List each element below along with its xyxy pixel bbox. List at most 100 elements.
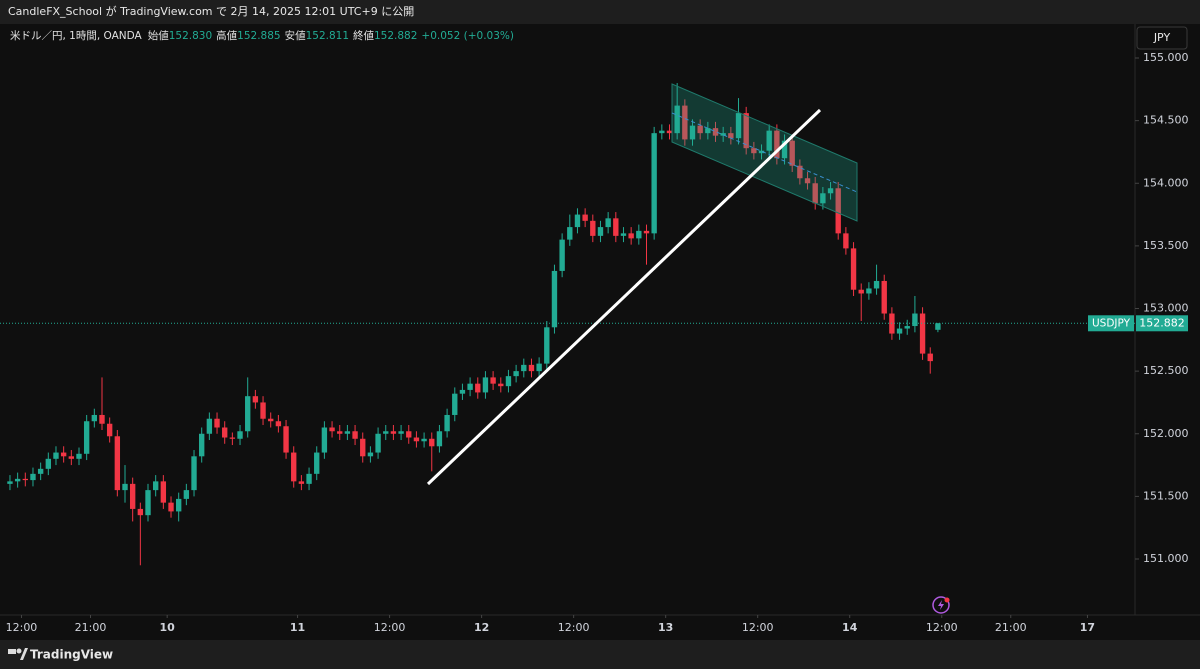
candle-body — [528, 364, 535, 372]
candle-body — [659, 130, 665, 134]
candle-body — [229, 437, 236, 439]
legend-symbol: 米ドル／円, 1時間, OANDA — [10, 29, 143, 42]
candle-body — [275, 421, 282, 427]
candle-body — [728, 133, 734, 139]
candle-body — [896, 328, 903, 334]
candle-body — [582, 214, 588, 221]
candle-body — [7, 481, 13, 484]
tv-logo — [8, 648, 28, 660]
candle-body — [919, 313, 926, 354]
candle-body — [475, 383, 481, 393]
candle-body — [452, 393, 458, 415]
candle-body — [60, 452, 67, 457]
candle-body — [597, 227, 604, 236]
candle-body — [291, 452, 297, 482]
candle-body — [129, 483, 136, 509]
candle-body — [682, 105, 688, 140]
candle-body — [751, 148, 757, 154]
candle-body — [53, 452, 59, 459]
candle-body — [245, 396, 251, 432]
candle-body — [436, 431, 443, 447]
candle-body — [873, 280, 880, 289]
candle-body — [789, 140, 795, 166]
candle-body — [536, 363, 542, 372]
candle-body — [329, 427, 335, 432]
candle-body — [904, 326, 910, 329]
candle-body — [643, 230, 650, 234]
trendline[interactable] — [426, 108, 822, 486]
candle-body — [482, 377, 489, 393]
candle-body — [797, 165, 803, 179]
x-tick-label: 10 — [160, 621, 176, 634]
candle-body — [927, 353, 933, 362]
x-tick-label: 12:00 — [6, 621, 38, 634]
candle-body — [321, 427, 328, 453]
candle-body — [114, 436, 121, 491]
event-icon[interactable] — [932, 596, 950, 614]
candle-body — [758, 150, 765, 154]
legend-change: +0.052 (+0.03%) — [421, 30, 514, 42]
legend-low-label: 安値 — [285, 29, 306, 42]
footer-brand: TradingView — [30, 648, 113, 662]
candle-body — [498, 383, 504, 387]
candle-body — [551, 270, 558, 328]
candle-body — [383, 431, 389, 434]
price-tag-price: 152.882 — [1139, 316, 1185, 329]
candle-body — [337, 431, 343, 434]
candle-body — [214, 418, 220, 428]
y-tick-label: 153.000 — [1143, 302, 1189, 315]
candle-body — [674, 105, 680, 134]
candle-body — [413, 437, 420, 442]
y-tick-label: 154.500 — [1143, 114, 1189, 127]
plot-area: 151.000 151.500 152.000 152.500 153.000 153.5… — [0, 51, 1189, 634]
candle-body — [398, 431, 404, 434]
channel-midline — [671, 112, 858, 193]
currency-button[interactable] — [1136, 26, 1188, 50]
candle-body — [666, 130, 673, 134]
candle-body — [352, 431, 358, 439]
candle-body — [835, 188, 841, 234]
candle-body — [628, 233, 634, 239]
candle-body — [613, 218, 619, 236]
candle-body — [651, 133, 657, 234]
candle-body — [160, 481, 167, 503]
y-tick-label: 151.000 — [1143, 552, 1189, 565]
candle-body — [83, 421, 90, 454]
candle-body — [866, 288, 872, 294]
y-tick-label: 155.000 — [1143, 51, 1189, 64]
candle-body — [820, 193, 826, 204]
legend-close: 152.882 — [374, 30, 417, 42]
candle-body — [367, 452, 374, 457]
candle-body — [199, 433, 205, 457]
x-tick-label: 21:00 — [995, 621, 1027, 634]
candle-body — [858, 289, 864, 294]
candle-body — [720, 133, 726, 136]
candle-body — [421, 438, 427, 442]
candle-body — [106, 423, 113, 437]
candle-body — [91, 414, 98, 422]
legend-low: 152.811 — [306, 30, 349, 42]
candle-body — [176, 498, 182, 512]
candle-body — [30, 473, 36, 481]
candle-body — [881, 280, 887, 314]
currency[interactable]: JPY — [1153, 31, 1171, 44]
x-tick-label: 12:00 — [742, 621, 774, 634]
candle-body — [766, 130, 772, 151]
candle-body — [252, 396, 259, 403]
candle-body — [298, 481, 305, 484]
candle-body — [314, 452, 320, 474]
candle-body — [137, 508, 144, 516]
x-tick-label: 14 — [842, 621, 858, 634]
candle-body — [567, 227, 573, 240]
price-tag-bg — [1136, 315, 1188, 332]
candle-body — [122, 483, 128, 491]
candle-body — [45, 458, 51, 469]
candle-body — [590, 220, 596, 236]
x-tick-label: 12:00 — [374, 621, 406, 634]
candle-body — [912, 313, 918, 327]
candle-body — [14, 478, 21, 482]
candle-body — [827, 188, 834, 194]
candle-body — [222, 427, 228, 438]
candle-body — [812, 183, 818, 204]
